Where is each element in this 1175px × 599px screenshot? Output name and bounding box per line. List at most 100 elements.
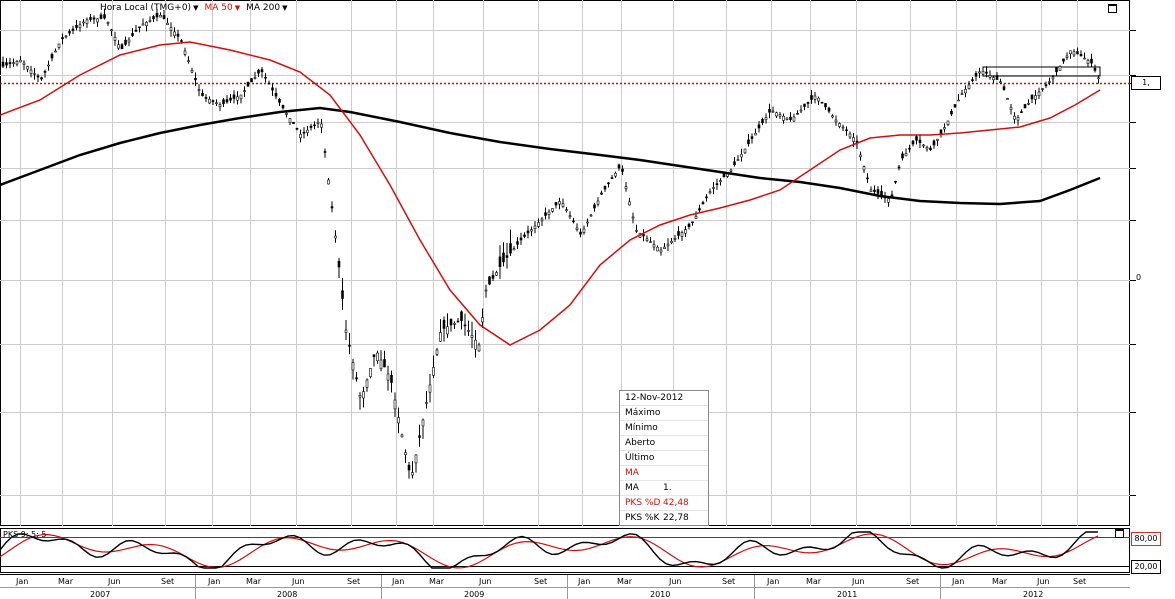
month-tick-label: Jan [577, 577, 590, 586]
candle-body [596, 200, 600, 205]
candle-body [292, 121, 295, 125]
candle-body [530, 229, 533, 232]
candle-body [302, 131, 306, 134]
candle-body [572, 220, 575, 223]
candle-body [600, 192, 603, 195]
candle-body [740, 153, 743, 158]
candle-body [750, 136, 754, 139]
candle-body [355, 377, 358, 380]
chevron-down-icon: ▼ [234, 4, 241, 12]
month-tick-label: Mar [617, 577, 633, 586]
candle-body [71, 28, 75, 31]
candle-body [169, 27, 173, 32]
candle-body [337, 260, 341, 268]
candle-body [565, 209, 568, 211]
candle-body [246, 82, 250, 87]
candle-body [705, 196, 708, 199]
candle-body [236, 96, 239, 101]
candle-body [267, 82, 271, 85]
candle-body [635, 230, 638, 232]
candle-body [593, 204, 596, 209]
candle-body [589, 214, 593, 217]
maximize-icon[interactable] [1108, 4, 1117, 13]
candle-body [880, 190, 883, 196]
candle-body [15, 61, 19, 65]
candle-body [421, 419, 425, 427]
tooltip-value [663, 421, 708, 435]
month-tick-label: Set [1073, 577, 1086, 586]
candle-body [838, 123, 841, 127]
candle-body [806, 102, 810, 104]
candle-body [887, 198, 890, 203]
month-tick-label: Jan [15, 577, 28, 586]
candle-body [222, 99, 225, 105]
candle-body [582, 228, 586, 233]
candle-body [54, 50, 57, 53]
candle-body [505, 255, 509, 258]
candle-body [922, 144, 925, 147]
candle-body [852, 137, 855, 142]
candle-body [43, 71, 47, 73]
ma50-label: MA 50 [204, 3, 233, 13]
stochastic-label: PKS 9; 5; 5 [3, 530, 47, 539]
candle-body [859, 154, 862, 158]
candle-body [1044, 84, 1048, 87]
month-tick-label: Set [347, 577, 360, 586]
candle-body [694, 215, 698, 219]
candle-body [736, 159, 740, 161]
candle-body [568, 215, 572, 218]
candle-body [901, 153, 904, 159]
candle-body [372, 354, 376, 357]
candle-body [1020, 111, 1023, 113]
candle-body [344, 329, 348, 333]
maximize-icon[interactable] [1115, 529, 1124, 538]
candle-body [127, 39, 131, 43]
candle-body [792, 116, 796, 122]
candle-body [666, 243, 670, 247]
year-tick-label: 2009 [464, 590, 484, 599]
candle-body [435, 349, 439, 355]
candle-body [915, 136, 918, 141]
ma50-line [0, 41, 1101, 346]
candle-body [673, 238, 677, 240]
tooltip-label: Mínimo [625, 423, 658, 433]
candle-body [428, 384, 432, 393]
ma200-label: MA 200 [246, 3, 281, 13]
candle-body [810, 95, 813, 100]
candle-body [117, 44, 120, 49]
candle-body [929, 147, 932, 150]
candle-body [148, 20, 152, 22]
candle-body [1051, 76, 1055, 80]
candle-body [432, 367, 435, 376]
candle-body [481, 317, 484, 323]
candle-body [845, 129, 848, 132]
month-tick-label: Jun [478, 577, 492, 586]
tooltip-label: Aberto [625, 438, 656, 448]
timezone-dropdown[interactable]: Hora Local (TMG+0) ▼ [100, 2, 198, 14]
candle-body [785, 117, 789, 120]
candle-body [904, 153, 908, 157]
candle-body [33, 73, 36, 75]
candle-body [610, 177, 614, 179]
candle-body [470, 334, 474, 338]
candle-body [992, 77, 995, 81]
candle-body [330, 206, 334, 209]
year-tick-label: 2008 [277, 590, 297, 599]
ma50-dropdown[interactable]: MA 50 ▼ [204, 2, 240, 14]
candle-body [764, 117, 768, 121]
candle-body [831, 115, 834, 118]
ma200-dropdown[interactable]: MA 200 ▼ [246, 2, 287, 14]
candle-body [771, 110, 775, 113]
candle-body [176, 33, 180, 37]
candle-body [708, 191, 712, 194]
candle-body [1009, 107, 1013, 110]
month-tick-label: Jun [291, 577, 305, 586]
year-tick-label: 2011 [837, 590, 857, 599]
year-tick-label: 2012 [1023, 590, 1043, 599]
candle-body [82, 21, 85, 24]
candle-body [1069, 50, 1072, 54]
candle-body [1016, 117, 1020, 121]
candle-body [358, 395, 362, 398]
candle-body [271, 87, 274, 91]
